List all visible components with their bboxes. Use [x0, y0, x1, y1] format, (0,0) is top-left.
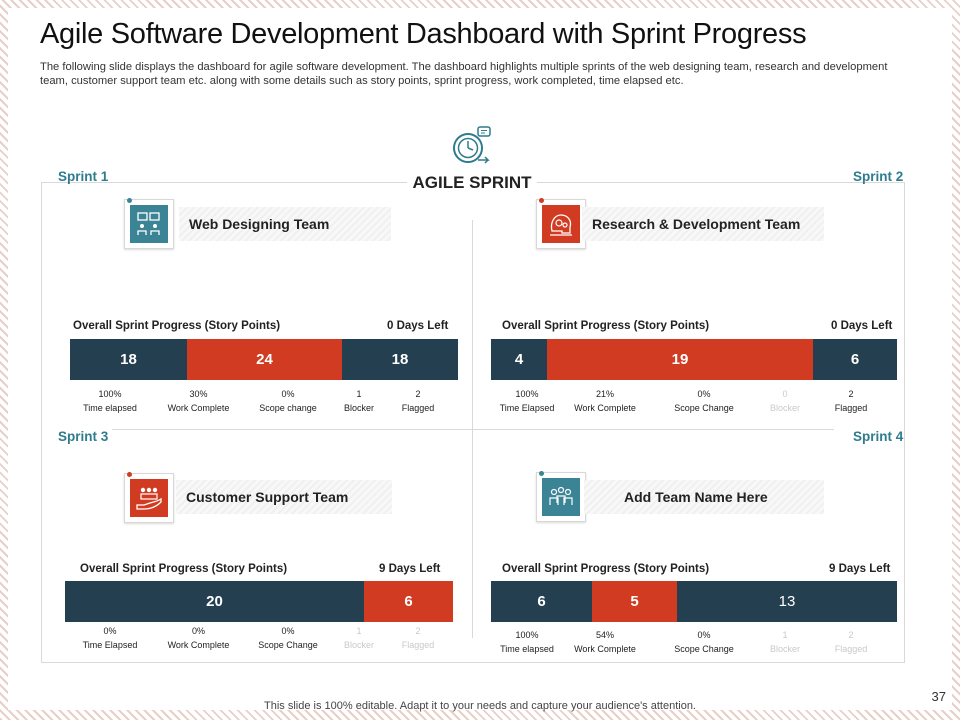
sprint-1-label: Sprint 1	[58, 169, 109, 184]
stat: 100% Time elapsed	[500, 630, 554, 654]
stat: 30% Work Complete	[167, 389, 230, 413]
stat: 1 Blocker	[343, 626, 374, 650]
stat: 100% Time elapsed	[83, 389, 137, 413]
stat: 2 Flagged	[401, 626, 435, 650]
sprint-2-team-name: Research & Development Team	[582, 207, 824, 241]
sprint-4-days-left: 9 Days Left	[829, 563, 891, 575]
sprint-4-progress-title: Overall Sprint Progress (Story Points)	[502, 563, 710, 575]
stat: 1 Blocker	[769, 630, 800, 654]
sprint-1-stats: 100% Time elapsed 30% Work Complete 0% Scop…	[75, 389, 442, 413]
stat: 2 Flagged	[834, 630, 868, 654]
stat: 1 Blocker	[343, 389, 374, 413]
sprint-3-segment: 6	[364, 581, 453, 622]
sprint-1-days-left: 0 Days Left	[387, 320, 449, 332]
sprint-3-label: Sprint 3	[58, 429, 109, 444]
sprint-4-stats: 100% Time elapsed 54% Work Complete 0% Scop…	[495, 630, 889, 654]
sprint-3-days-left: 9 Days Left	[379, 563, 441, 575]
sprint-4-segment: 6	[491, 581, 592, 622]
stopwatch-cycle-icon	[448, 124, 494, 168]
sprint-3-team-name: Customer Support Team	[176, 480, 392, 514]
sprint-2-label: Sprint 2	[853, 169, 904, 184]
stat: 0% Scope Change	[674, 389, 734, 413]
sprint-1-progress-bar: 18 24 18	[70, 339, 458, 380]
sprint-2-stats: 100% Time Elapsed 21% Work Complete 0% Scop…	[495, 389, 889, 413]
page-subtitle: The following slide displays the dashboa…	[40, 61, 888, 87]
hand-people-icon	[130, 479, 168, 517]
stat: 0% Scope change	[259, 389, 317, 413]
sprint-1-team-name: Web Designing Team	[179, 207, 391, 241]
sprint-1-team-icon-box	[124, 198, 174, 249]
stat: 2 Flagged	[401, 389, 435, 413]
stat: 21% Work Complete	[574, 389, 636, 413]
collaboration-icon	[130, 205, 168, 243]
stat: 2 Flagged	[834, 389, 868, 413]
sprint-2-progress-title: Overall Sprint Progress (Story Points)	[502, 320, 710, 332]
sprint-2-team-icon-box	[536, 198, 586, 249]
sprint-3-segment: 20	[65, 581, 364, 622]
agile-sprint-label: AGILE SPRINT	[407, 171, 537, 195]
sprint-2-days-left: 0 Days Left	[831, 320, 893, 332]
sprint-2-segment: 6	[813, 339, 897, 380]
horizontal-divider	[112, 429, 834, 430]
stat: 0% Work Complete	[167, 626, 230, 650]
sprint-4-label: Sprint 4	[853, 429, 904, 444]
accent-dot	[539, 198, 544, 203]
sprint-2-segment: 19	[547, 339, 813, 380]
stat: 100% Time Elapsed	[499, 389, 555, 413]
page-title: Agile Software Development Dashboard wit…	[40, 18, 807, 50]
sprint-4-team-icon-box	[536, 471, 586, 522]
accent-dot	[539, 471, 544, 476]
sprint-4-segment: 13	[677, 581, 897, 622]
team-group-icon	[542, 478, 580, 516]
page-number: 37	[931, 689, 946, 704]
accent-dot	[127, 472, 132, 477]
sprint-3-progress-bar: 20 6	[65, 581, 453, 622]
sprint-3-stats: 0% Time Elapsed 0% Work Complete 0% Scope C…	[75, 626, 442, 650]
sprint-1-segment: 24	[187, 339, 342, 380]
sprint-1-segment: 18	[342, 339, 458, 380]
sprint-4-progress-bar: 6 5 13	[491, 581, 897, 622]
sprint-3-team-icon-box	[124, 472, 174, 523]
stat: 0 Blocker	[769, 389, 800, 413]
stat: 0% Scope Change	[674, 630, 734, 654]
sprint-1-segment: 18	[70, 339, 187, 380]
sprint-4-segment: 5	[592, 581, 677, 622]
footer-note: This slide is 100% editable. Adapt it to…	[264, 700, 696, 712]
sprint-4-team-name: Add Team Name Here	[584, 480, 824, 514]
stat: 54% Work Complete	[574, 630, 636, 654]
brain-gears-icon	[542, 205, 580, 243]
sprint-2-segment: 4	[491, 339, 547, 380]
stat: 0% Scope Change	[258, 626, 318, 650]
accent-dot	[127, 198, 132, 203]
sprint-2-progress-bar: 4 19 6	[491, 339, 897, 380]
sprint-3-progress-title: Overall Sprint Progress (Story Points)	[80, 563, 288, 575]
stat: 0% Time Elapsed	[82, 626, 138, 650]
sprint-1-progress-title: Overall Sprint Progress (Story Points)	[73, 320, 281, 332]
